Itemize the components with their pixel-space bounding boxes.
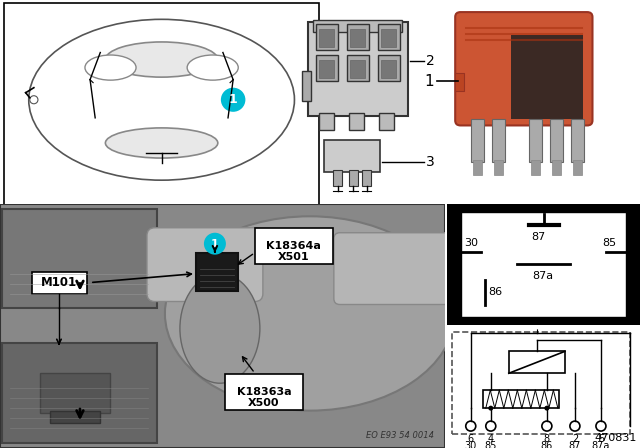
Text: K18363a: K18363a bbox=[237, 387, 291, 397]
Text: 470831: 470831 bbox=[595, 433, 637, 443]
Ellipse shape bbox=[85, 55, 136, 80]
Bar bbox=[552, 160, 561, 175]
Text: 6: 6 bbox=[468, 434, 474, 444]
Ellipse shape bbox=[165, 216, 455, 411]
Bar bbox=[40, 373, 110, 413]
Text: 30: 30 bbox=[465, 441, 477, 448]
Bar bbox=[455, 73, 463, 91]
Text: M101: M101 bbox=[41, 276, 77, 289]
Bar bbox=[381, 60, 396, 78]
Bar bbox=[225, 374, 303, 410]
Text: 85: 85 bbox=[602, 238, 616, 248]
Ellipse shape bbox=[187, 55, 238, 80]
Bar bbox=[347, 56, 369, 81]
Bar bbox=[347, 24, 369, 50]
Text: 3: 3 bbox=[426, 155, 435, 169]
FancyBboxPatch shape bbox=[334, 233, 451, 305]
Ellipse shape bbox=[106, 42, 218, 77]
Bar bbox=[483, 390, 559, 408]
Bar bbox=[511, 35, 583, 119]
Bar bbox=[573, 160, 582, 175]
Bar bbox=[314, 20, 402, 32]
Text: K18364a: K18364a bbox=[266, 241, 321, 251]
Text: 87a: 87a bbox=[592, 441, 610, 448]
Circle shape bbox=[204, 233, 226, 254]
Text: 86: 86 bbox=[488, 287, 502, 297]
Bar bbox=[572, 119, 584, 162]
Text: X501: X501 bbox=[278, 252, 310, 262]
Bar bbox=[350, 29, 365, 47]
Text: 2: 2 bbox=[426, 54, 435, 69]
Circle shape bbox=[596, 421, 606, 431]
Bar bbox=[550, 119, 563, 162]
Bar bbox=[471, 119, 484, 162]
Circle shape bbox=[545, 405, 549, 411]
Bar bbox=[333, 170, 342, 185]
Text: 30: 30 bbox=[464, 238, 477, 248]
Text: 86: 86 bbox=[541, 441, 553, 448]
Bar bbox=[349, 112, 364, 130]
Text: 1: 1 bbox=[424, 73, 434, 89]
Text: 1: 1 bbox=[228, 93, 237, 106]
Text: 85: 85 bbox=[484, 441, 497, 448]
Bar bbox=[452, 332, 630, 434]
Bar bbox=[349, 170, 358, 185]
Bar bbox=[379, 112, 394, 130]
Text: 4: 4 bbox=[488, 434, 494, 444]
Text: 87: 87 bbox=[569, 441, 581, 448]
FancyBboxPatch shape bbox=[147, 228, 263, 302]
Bar bbox=[447, 249, 461, 280]
Circle shape bbox=[486, 421, 496, 431]
Bar bbox=[529, 119, 542, 162]
Bar bbox=[509, 351, 565, 373]
Circle shape bbox=[30, 96, 38, 104]
Bar bbox=[316, 56, 338, 81]
Bar bbox=[2, 209, 157, 309]
Bar bbox=[302, 71, 311, 101]
Bar bbox=[324, 140, 380, 172]
Ellipse shape bbox=[180, 274, 260, 383]
Circle shape bbox=[221, 88, 245, 112]
Text: 1: 1 bbox=[211, 239, 219, 249]
Text: 87a: 87a bbox=[532, 271, 554, 281]
Bar bbox=[319, 112, 334, 130]
Circle shape bbox=[542, 421, 552, 431]
Bar bbox=[32, 271, 87, 293]
Bar bbox=[319, 29, 334, 47]
Text: 5: 5 bbox=[598, 434, 604, 444]
Bar bbox=[381, 29, 396, 47]
Text: 87: 87 bbox=[532, 232, 546, 242]
Bar bbox=[461, 212, 626, 317]
Bar bbox=[494, 160, 503, 175]
Bar bbox=[2, 343, 157, 443]
Bar bbox=[492, 119, 505, 162]
Circle shape bbox=[570, 421, 580, 431]
Text: EO E93 54 0014: EO E93 54 0014 bbox=[366, 431, 434, 440]
Bar bbox=[319, 60, 334, 78]
Circle shape bbox=[466, 421, 476, 431]
Text: 8: 8 bbox=[544, 434, 550, 444]
Bar bbox=[531, 160, 540, 175]
Bar bbox=[50, 411, 100, 423]
Bar bbox=[196, 253, 238, 291]
Circle shape bbox=[488, 405, 493, 411]
Bar bbox=[626, 249, 640, 280]
Bar bbox=[308, 22, 408, 116]
Bar bbox=[378, 56, 400, 81]
Bar bbox=[362, 170, 371, 185]
Bar bbox=[378, 24, 400, 50]
Bar bbox=[255, 228, 333, 263]
FancyBboxPatch shape bbox=[455, 12, 593, 125]
Text: 2: 2 bbox=[572, 434, 578, 444]
Bar bbox=[473, 160, 482, 175]
Bar bbox=[350, 60, 365, 78]
Text: X500: X500 bbox=[248, 398, 280, 408]
Bar bbox=[316, 24, 338, 50]
Ellipse shape bbox=[106, 128, 218, 158]
Ellipse shape bbox=[29, 19, 294, 180]
